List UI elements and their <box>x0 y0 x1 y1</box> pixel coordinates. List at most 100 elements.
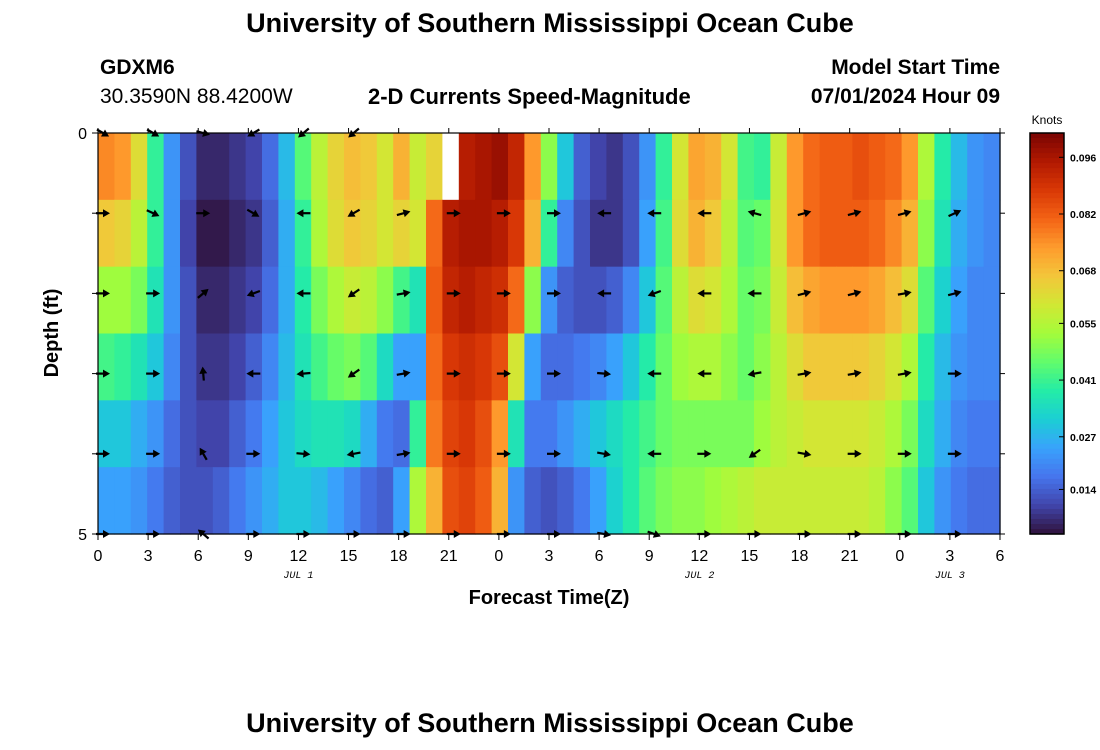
heatmap-cell <box>639 199 657 268</box>
colorbar-segment <box>1030 318 1064 325</box>
heatmap-cell <box>655 400 673 468</box>
heatmap-cell <box>557 133 575 201</box>
heatmap-cell <box>475 133 493 201</box>
colorbar-segment <box>1030 333 1064 340</box>
heatmap-cell <box>524 333 542 401</box>
heatmap-cell <box>786 266 804 335</box>
heatmap-cell <box>278 133 296 201</box>
heatmap-cell <box>98 400 115 468</box>
heatmap-cell <box>393 199 411 268</box>
chart-subtitle: 2-D Currents Speed-Magnitude <box>368 84 691 109</box>
page-title-repeat: University of Southern Mississippi Ocean… <box>246 708 854 738</box>
heatmap-cell <box>442 467 460 535</box>
heatmap-cell <box>229 266 247 335</box>
heatmap-cell <box>655 133 673 201</box>
colorbar-segment <box>1030 233 1064 239</box>
heatmap-cell <box>311 467 329 535</box>
heatmap-cell <box>294 266 312 335</box>
colorbar-tick-label: 0.014 <box>1070 484 1096 496</box>
heatmap-cell <box>229 400 247 468</box>
heatmap-cell <box>885 133 903 201</box>
heatmap-cell <box>475 467 493 535</box>
colorbar-segment <box>1030 293 1064 300</box>
colorbar-segment <box>1030 248 1064 254</box>
heatmap-cell <box>212 199 230 268</box>
heatmap-cell <box>540 467 558 535</box>
heatmap-cell <box>278 199 296 268</box>
colorbar-label: Knots <box>1032 113 1063 127</box>
x-tick-label: 0 <box>494 548 503 565</box>
heatmap-cell <box>360 333 378 401</box>
colorbar-segment <box>1030 218 1064 224</box>
heatmap-cell <box>426 400 443 468</box>
heatmap-cell <box>770 199 788 268</box>
colorbar-segment <box>1030 378 1064 385</box>
heatmap-cell <box>393 266 411 335</box>
heatmap-cell <box>721 133 739 201</box>
heatmap-cell <box>163 333 181 401</box>
heatmap-cell <box>508 467 525 535</box>
heatmap-cell <box>245 467 263 535</box>
heatmap-cell <box>704 199 722 268</box>
heatmap-cell <box>278 400 296 468</box>
y-tick-label: 0 <box>78 126 87 143</box>
heatmap-cell <box>147 333 165 401</box>
heatmap-cell <box>868 133 886 201</box>
heatmap-cell <box>573 467 591 535</box>
colorbar-segment <box>1030 468 1064 475</box>
heatmap-missing-cell <box>442 133 460 201</box>
heatmap-cell <box>852 199 870 268</box>
heatmap-cell <box>803 467 821 535</box>
heatmap-cell <box>262 467 279 535</box>
heatmap-cell <box>918 266 935 335</box>
heatmap-cell <box>606 266 624 335</box>
colorbar-segment <box>1030 423 1064 430</box>
heatmap-cell <box>868 266 886 335</box>
heatmap-cell <box>475 333 493 401</box>
heatmap-cell <box>737 333 755 401</box>
colorbar-segment <box>1030 313 1064 320</box>
colorbar-tick-label: 0.055 <box>1070 318 1096 330</box>
heatmap-cell <box>606 199 624 268</box>
colorbar-segment <box>1030 458 1064 465</box>
heatmap-cell <box>967 467 985 535</box>
heatmap-cell <box>803 133 821 201</box>
heatmap-cell <box>754 266 771 335</box>
colorbar-segment <box>1030 153 1064 159</box>
colorbar-segment <box>1030 278 1064 284</box>
heatmap-cell <box>672 199 689 268</box>
heatmap-cell <box>721 266 739 335</box>
heatmap-cell <box>967 199 985 268</box>
colorbar-segment <box>1030 178 1064 184</box>
colorbar-segment <box>1030 338 1064 345</box>
heatmap-cell <box>819 400 837 468</box>
heatmap-cell <box>262 199 279 268</box>
x-axis-label: Forecast Time(Z) <box>469 587 630 609</box>
colorbar-frame <box>1029 132 1065 535</box>
y-axis-ticks: 05 <box>78 126 1005 544</box>
heatmap-cell <box>229 199 247 268</box>
colorbar-segment <box>1030 373 1064 380</box>
heatmap-cell <box>737 199 755 268</box>
heatmap-cell <box>557 333 575 401</box>
heatmap-cell <box>918 333 935 401</box>
heatmap-cell <box>491 133 509 201</box>
heatmap-cell <box>557 467 575 535</box>
heatmap-cell <box>606 133 624 201</box>
heatmap-cell <box>770 133 788 201</box>
colorbar-segment <box>1030 163 1064 169</box>
heatmap-cell <box>639 333 657 401</box>
heatmap-cell <box>426 199 443 268</box>
heatmap-cell <box>672 133 689 201</box>
heatmap-cell <box>950 333 968 401</box>
x-tick-label: 15 <box>340 548 358 565</box>
heatmap-cell <box>393 467 411 535</box>
heatmap-cell <box>147 266 165 335</box>
heatmap-cell <box>491 266 509 335</box>
colorbar-segment <box>1030 408 1064 415</box>
heatmap-cell <box>458 133 476 201</box>
heatmap-cell <box>294 400 312 468</box>
heatmap-cell <box>245 333 263 401</box>
colorbar-segment <box>1030 453 1064 460</box>
heatmap-cell <box>672 333 689 401</box>
